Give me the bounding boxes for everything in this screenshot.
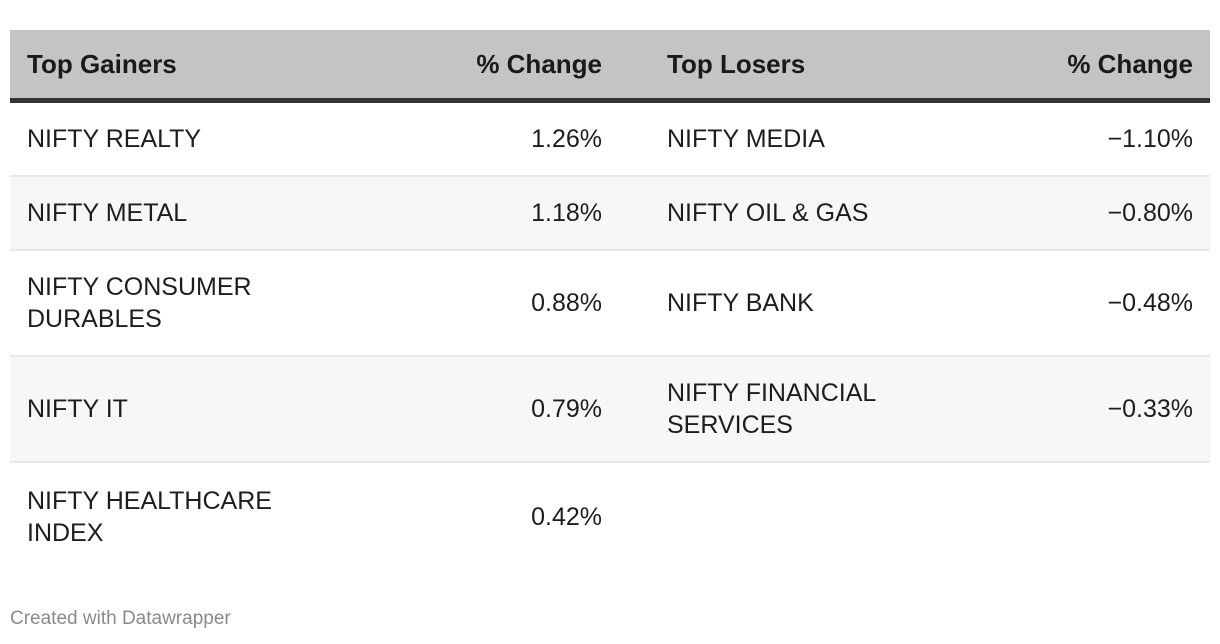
gainer-name: NIFTY CONSUMER DURABLES bbox=[27, 273, 252, 333]
table-row: NIFTY REALTY 1.26% NIFTY MEDIA −1.10% bbox=[10, 103, 1210, 177]
loser-name: NIFTY OIL & GAS bbox=[667, 199, 869, 227]
header-losers-change: % Change bbox=[1067, 48, 1193, 79]
loser-name: NIFTY BANK bbox=[667, 289, 814, 317]
gainer-change: 0.88% bbox=[531, 289, 602, 317]
loser-change: −0.33% bbox=[1107, 395, 1194, 423]
gainer-name: NIFTY REALTY bbox=[27, 125, 202, 153]
table-row: NIFTY CONSUMER DURABLES 0.88% NIFTY BANK… bbox=[10, 251, 1210, 357]
gainer-change: 0.79% bbox=[531, 395, 602, 423]
header-top-gainers: Top Gainers bbox=[27, 48, 177, 79]
loser-change: −0.80% bbox=[1107, 199, 1194, 227]
gainer-change: 1.18% bbox=[531, 199, 602, 227]
loser-change: −1.10% bbox=[1107, 125, 1194, 153]
loser-name: NIFTY FINANCIAL SERVICES bbox=[667, 379, 876, 439]
gainer-change: 1.26% bbox=[531, 125, 602, 153]
header-gainers-change: % Change bbox=[476, 48, 602, 79]
loser-name: NIFTY MEDIA bbox=[667, 125, 825, 153]
loser-change: −0.48% bbox=[1107, 289, 1194, 317]
gainer-name: NIFTY METAL bbox=[27, 199, 188, 227]
table-row: NIFTY HEALTHCARE INDEX 0.42% bbox=[10, 463, 1210, 570]
data-table: Top Gainers % Change Top Losers % Change… bbox=[10, 30, 1210, 570]
gainer-name: NIFTY IT bbox=[27, 395, 128, 423]
header-top-losers: Top Losers bbox=[667, 48, 806, 79]
gainer-change: 0.42% bbox=[531, 502, 602, 531]
gainer-name: NIFTY HEALTHCARE INDEX bbox=[27, 486, 272, 547]
footer-credit: Created with Datawrapper bbox=[10, 608, 231, 629]
table-row: NIFTY IT 0.79% NIFTY FINANCIAL SERVICES … bbox=[10, 357, 1210, 463]
table-row: NIFTY METAL 1.18% NIFTY OIL & GAS −0.80% bbox=[10, 177, 1210, 251]
table-header: Top Gainers % Change Top Losers % Change bbox=[10, 30, 1210, 103]
